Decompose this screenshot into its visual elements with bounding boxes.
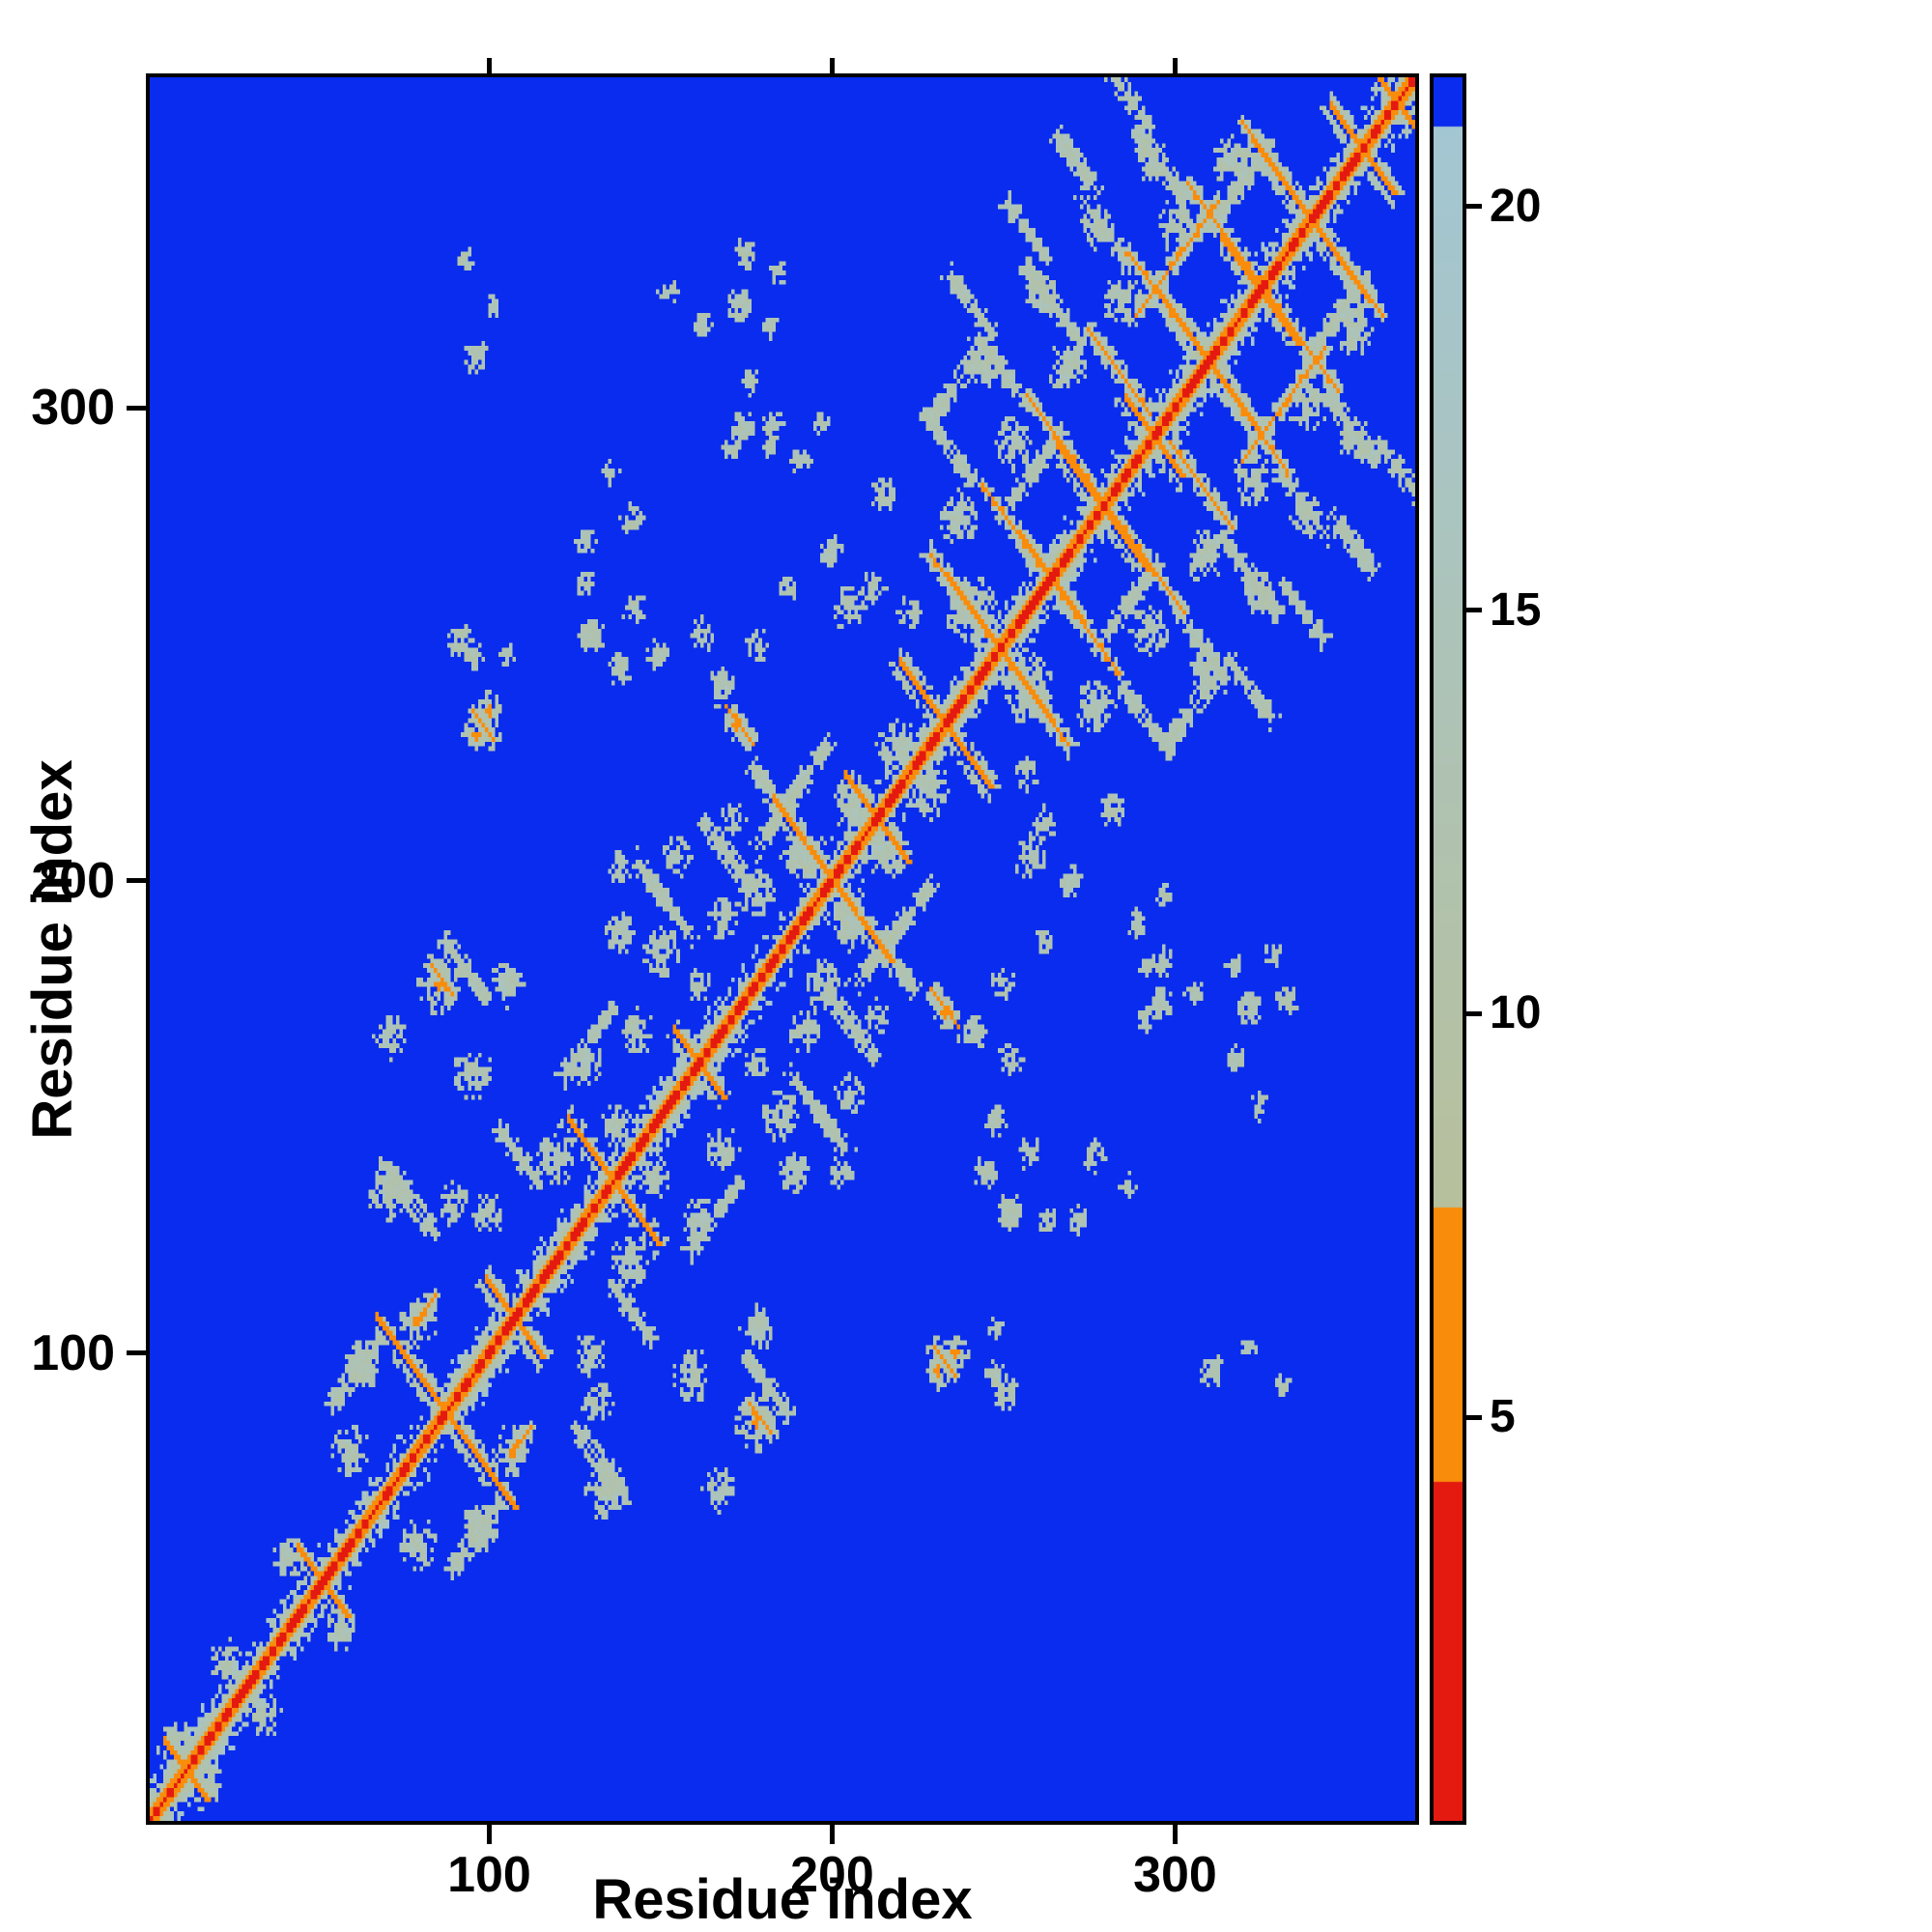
colorbar-tick — [1466, 608, 1482, 613]
colorbar-tick-label: 10 — [1490, 987, 1542, 1039]
x-axis-title: Residue index — [592, 1868, 973, 1931]
colorbar-canvas — [1434, 77, 1463, 1821]
y-tick-label: 100 — [31, 1324, 115, 1381]
y-tick — [127, 1350, 146, 1356]
colorbar-tick — [1466, 204, 1482, 210]
x-tick-top — [486, 58, 492, 73]
y-tick — [127, 405, 146, 411]
x-tick-label: 300 — [1133, 1847, 1217, 1903]
colorbar-tick — [1466, 1414, 1482, 1420]
colorbar-tick — [1466, 1010, 1482, 1016]
y-axis-title: Residue index — [21, 758, 84, 1140]
colorbar-tick-label: 15 — [1490, 583, 1542, 636]
heatmap-canvas — [150, 77, 1415, 1821]
x-tick — [829, 1825, 835, 1844]
x-tick-label: 100 — [447, 1847, 531, 1903]
y-tick-label: 300 — [31, 380, 115, 437]
x-tick-label: 200 — [790, 1847, 874, 1903]
heatmap-plot — [146, 73, 1419, 1825]
y-tick — [127, 878, 146, 884]
colorbar-tick-label: 20 — [1490, 180, 1542, 232]
x-tick — [1172, 1825, 1178, 1844]
colorbar — [1430, 73, 1466, 1825]
x-tick-top — [1172, 58, 1178, 73]
x-tick-top — [829, 58, 835, 73]
colorbar-tick-label: 5 — [1490, 1391, 1516, 1443]
x-tick — [486, 1825, 492, 1844]
y-tick-label: 200 — [31, 852, 115, 909]
